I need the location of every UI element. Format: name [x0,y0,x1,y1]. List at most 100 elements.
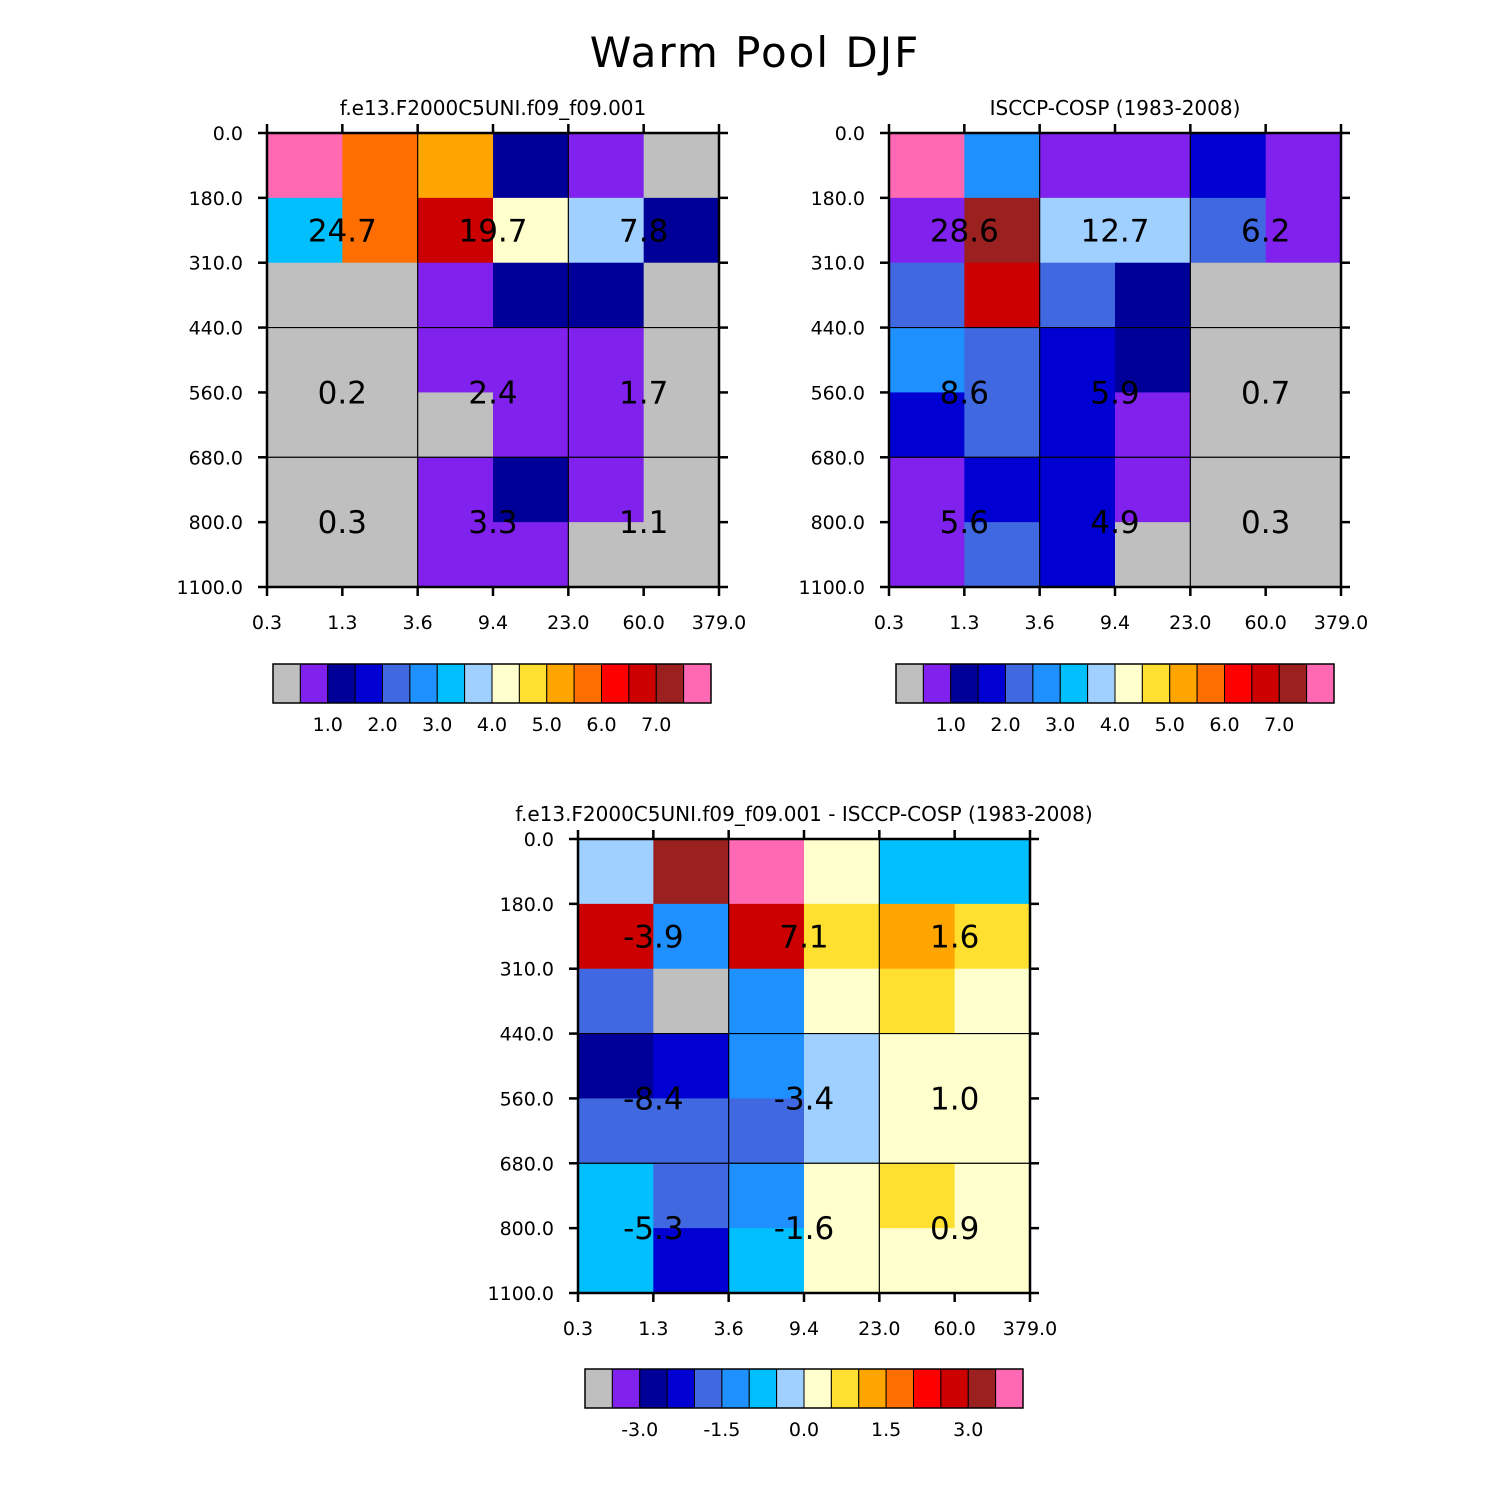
x-tick-label: 0.3 [874,612,904,634]
heatmap-cell [1265,392,1342,458]
colorbar-box [655,663,685,704]
colorbar-label: 6.0 [586,714,616,736]
heatmap-cell [568,133,645,199]
colorbar-box [639,1368,668,1409]
heatmap-cell [493,133,569,199]
y-tick-label: 180.0 [811,188,865,210]
group-value-label: 0.3 [318,505,367,541]
group-value-label: -8.4 [623,1081,684,1117]
group-value-label: 2.4 [468,375,517,411]
heatmap-cell [804,968,880,1035]
heatmap-cell [653,1098,730,1164]
heatmap-cell [954,1228,1031,1294]
y-tick-label: 1100.0 [488,1283,554,1305]
heatmap-cell [728,1228,805,1294]
heatmap-cell [578,1228,654,1294]
heatmap-cell [728,1098,805,1164]
group-value-label: 0.2 [318,375,367,411]
heatmap-cell [1039,197,1116,264]
colorbar-box [1059,663,1089,704]
heatmap-cell [964,522,1041,588]
y-tick-label: 680.0 [811,447,865,469]
heatmap-cell [417,522,494,588]
heatmap-cell [653,1163,730,1229]
heatmap-cell [964,197,1041,264]
heatmap-cell [954,1163,1031,1229]
heatmap-cell [1190,133,1267,199]
colorbar-box [573,663,602,704]
heatmap-cell [1265,522,1342,588]
heatmap-cell [1115,262,1191,329]
group-value-label: 0.7 [1241,375,1290,411]
heatmap-cell [643,457,720,523]
colorbar-label: 1.0 [313,714,343,736]
y-tick-label: 440.0 [189,318,243,340]
x-tick-label: 3.6 [714,1318,744,1340]
y-tick-label: 180.0 [189,188,243,210]
group-value-label: -1.6 [774,1211,835,1247]
colorbar-label: 4.0 [477,714,507,736]
colorbar-box [546,663,575,704]
x-tick-label: 379.0 [692,612,746,634]
x-tick-label: 60.0 [1245,612,1287,634]
heatmap-cell [578,1163,654,1229]
colorbar-frame [895,663,1335,704]
colorbar-box [1087,663,1116,704]
colorbar-label: 5.0 [532,714,562,736]
heatmap-cell [1039,262,1116,329]
y-tick-label: 800.0 [500,1218,554,1240]
x-tick-label: 23.0 [547,612,589,634]
heatmap-cell [879,1033,956,1099]
y-tick-label: 800.0 [811,512,865,534]
y-tick-label: 680.0 [189,447,243,469]
heatmap-cell [568,197,645,264]
x-tick-label: 379.0 [1314,612,1368,634]
y-tick-label: 1100.0 [799,577,865,599]
group-value-label: 28.6 [930,213,999,249]
heatmap-cell [1039,327,1116,393]
group-value-label: 24.7 [308,213,377,249]
colorbar-box [830,1368,860,1409]
heatmap-cell [879,968,956,1035]
colorbar-box [694,1368,723,1409]
colorbar-box [721,1368,750,1409]
heatmap-cell [889,457,965,523]
heatmap-cell [643,392,720,458]
heatmap-cell [653,968,730,1035]
heatmap-cell [1190,522,1267,588]
heatmap-cell [879,1098,956,1164]
colorbar-box [683,663,712,704]
heatmap-cell [267,197,343,264]
colorbar-box [858,1368,887,1409]
group-value-label: 7.8 [619,213,668,249]
heatmap-cell [964,133,1041,199]
colorbar-box [518,663,548,704]
colorbar-box [1169,663,1198,704]
y-tick-label: 310.0 [189,253,243,275]
heatmap-cell [568,457,645,523]
heatmap-cell [653,903,730,970]
group-value-label: 1.6 [930,919,979,955]
x-tick-label: 0.3 [252,612,282,634]
heatmap-cell [728,903,805,970]
heatmap-cell [879,839,956,905]
colorbar-box [584,1368,613,1409]
x-tick-label: 379.0 [1003,1318,1057,1340]
heatmap-cell [653,839,730,905]
colorbar-box [272,663,301,704]
heatmap-cell [493,457,569,523]
colorbar-box [1114,663,1143,704]
group-value-label: -5.3 [623,1211,684,1247]
x-tick-label: 9.4 [1100,612,1130,634]
y-tick-label: 440.0 [500,1024,554,1046]
heatmap-cell [643,133,720,199]
heatmap-cell [568,522,645,588]
group-value-label: 3.3 [468,505,517,541]
colorbar-label: 3.0 [1045,714,1075,736]
colorbar-label: 2.0 [990,714,1020,736]
colorbar-box [967,1368,997,1409]
colorbar-box [950,663,979,704]
colorbar-label: 1.0 [936,714,966,736]
